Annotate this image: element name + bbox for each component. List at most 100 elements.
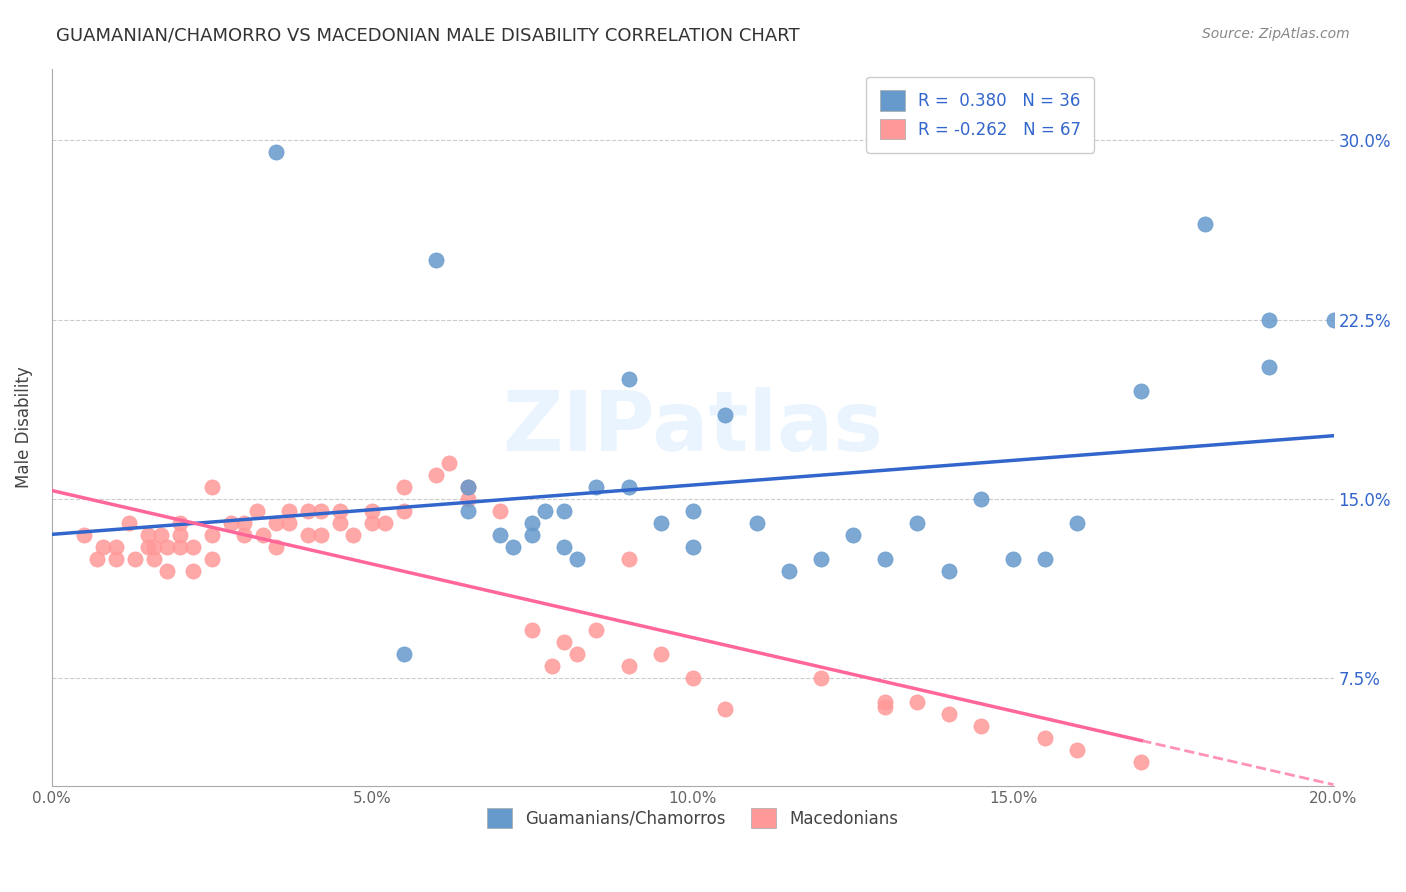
Point xyxy=(1002,551,1025,566)
Point xyxy=(567,648,589,662)
Point xyxy=(457,504,479,518)
Point xyxy=(394,480,416,494)
Point xyxy=(553,504,575,518)
Point xyxy=(297,527,319,541)
Point xyxy=(233,527,256,541)
Point xyxy=(522,527,544,541)
Point xyxy=(873,695,896,709)
Text: ZIPatlas: ZIPatlas xyxy=(502,386,883,467)
Point xyxy=(1194,217,1216,231)
Point xyxy=(970,491,993,506)
Point xyxy=(118,516,141,530)
Point xyxy=(489,527,512,541)
Point xyxy=(143,540,166,554)
Point xyxy=(136,540,159,554)
Point xyxy=(437,456,460,470)
Point xyxy=(156,540,179,554)
Point xyxy=(169,516,191,530)
Point xyxy=(1130,755,1153,769)
Point xyxy=(567,551,589,566)
Point xyxy=(713,408,735,422)
Point xyxy=(264,516,287,530)
Point xyxy=(905,516,928,530)
Point xyxy=(1130,384,1153,399)
Point xyxy=(297,504,319,518)
Y-axis label: Male Disability: Male Disability xyxy=(15,367,32,488)
Point xyxy=(553,635,575,649)
Point xyxy=(745,516,768,530)
Point xyxy=(181,564,204,578)
Point xyxy=(252,527,274,541)
Point xyxy=(810,671,832,685)
Point xyxy=(181,540,204,554)
Point xyxy=(246,504,269,518)
Point xyxy=(149,527,172,541)
Point xyxy=(617,372,640,386)
Point xyxy=(329,504,352,518)
Point xyxy=(143,551,166,566)
Point xyxy=(1066,743,1088,757)
Point xyxy=(124,551,146,566)
Point xyxy=(361,504,384,518)
Text: GUAMANIAN/CHAMORRO VS MACEDONIAN MALE DISABILITY CORRELATION CHART: GUAMANIAN/CHAMORRO VS MACEDONIAN MALE DI… xyxy=(56,27,800,45)
Legend: Guamanians/Chamorros, Macedonians: Guamanians/Chamorros, Macedonians xyxy=(481,801,905,835)
Point xyxy=(682,504,704,518)
Point xyxy=(169,540,191,554)
Point xyxy=(905,695,928,709)
Point xyxy=(264,145,287,160)
Point xyxy=(682,540,704,554)
Point xyxy=(938,564,960,578)
Point xyxy=(1033,731,1056,745)
Point xyxy=(277,516,299,530)
Point xyxy=(585,624,607,638)
Point xyxy=(201,480,224,494)
Point xyxy=(201,527,224,541)
Point xyxy=(522,624,544,638)
Point xyxy=(264,540,287,554)
Point xyxy=(91,540,114,554)
Point xyxy=(1322,312,1344,326)
Point xyxy=(970,719,993,733)
Point xyxy=(650,516,672,530)
Point xyxy=(1066,516,1088,530)
Point xyxy=(104,540,127,554)
Point xyxy=(810,551,832,566)
Point xyxy=(201,551,224,566)
Point xyxy=(778,564,800,578)
Point xyxy=(233,516,256,530)
Point xyxy=(540,659,562,673)
Point xyxy=(361,516,384,530)
Point xyxy=(553,540,575,554)
Point xyxy=(522,516,544,530)
Point xyxy=(1258,360,1281,375)
Point xyxy=(534,504,557,518)
Point xyxy=(104,551,127,566)
Point xyxy=(1033,551,1056,566)
Point xyxy=(219,516,242,530)
Point xyxy=(86,551,108,566)
Point xyxy=(1258,312,1281,326)
Point xyxy=(842,527,865,541)
Point xyxy=(277,504,299,518)
Point xyxy=(873,551,896,566)
Point xyxy=(394,648,416,662)
Point xyxy=(617,551,640,566)
Text: Source: ZipAtlas.com: Source: ZipAtlas.com xyxy=(1202,27,1350,41)
Point xyxy=(457,480,479,494)
Point xyxy=(136,527,159,541)
Point xyxy=(585,480,607,494)
Point xyxy=(309,527,332,541)
Point xyxy=(169,527,191,541)
Point xyxy=(713,702,735,716)
Point xyxy=(329,516,352,530)
Point xyxy=(342,527,364,541)
Point xyxy=(617,659,640,673)
Point xyxy=(73,527,96,541)
Point xyxy=(374,516,396,530)
Point xyxy=(682,671,704,685)
Point xyxy=(650,648,672,662)
Point xyxy=(425,467,447,482)
Point xyxy=(457,491,479,506)
Point xyxy=(425,252,447,267)
Point xyxy=(309,504,332,518)
